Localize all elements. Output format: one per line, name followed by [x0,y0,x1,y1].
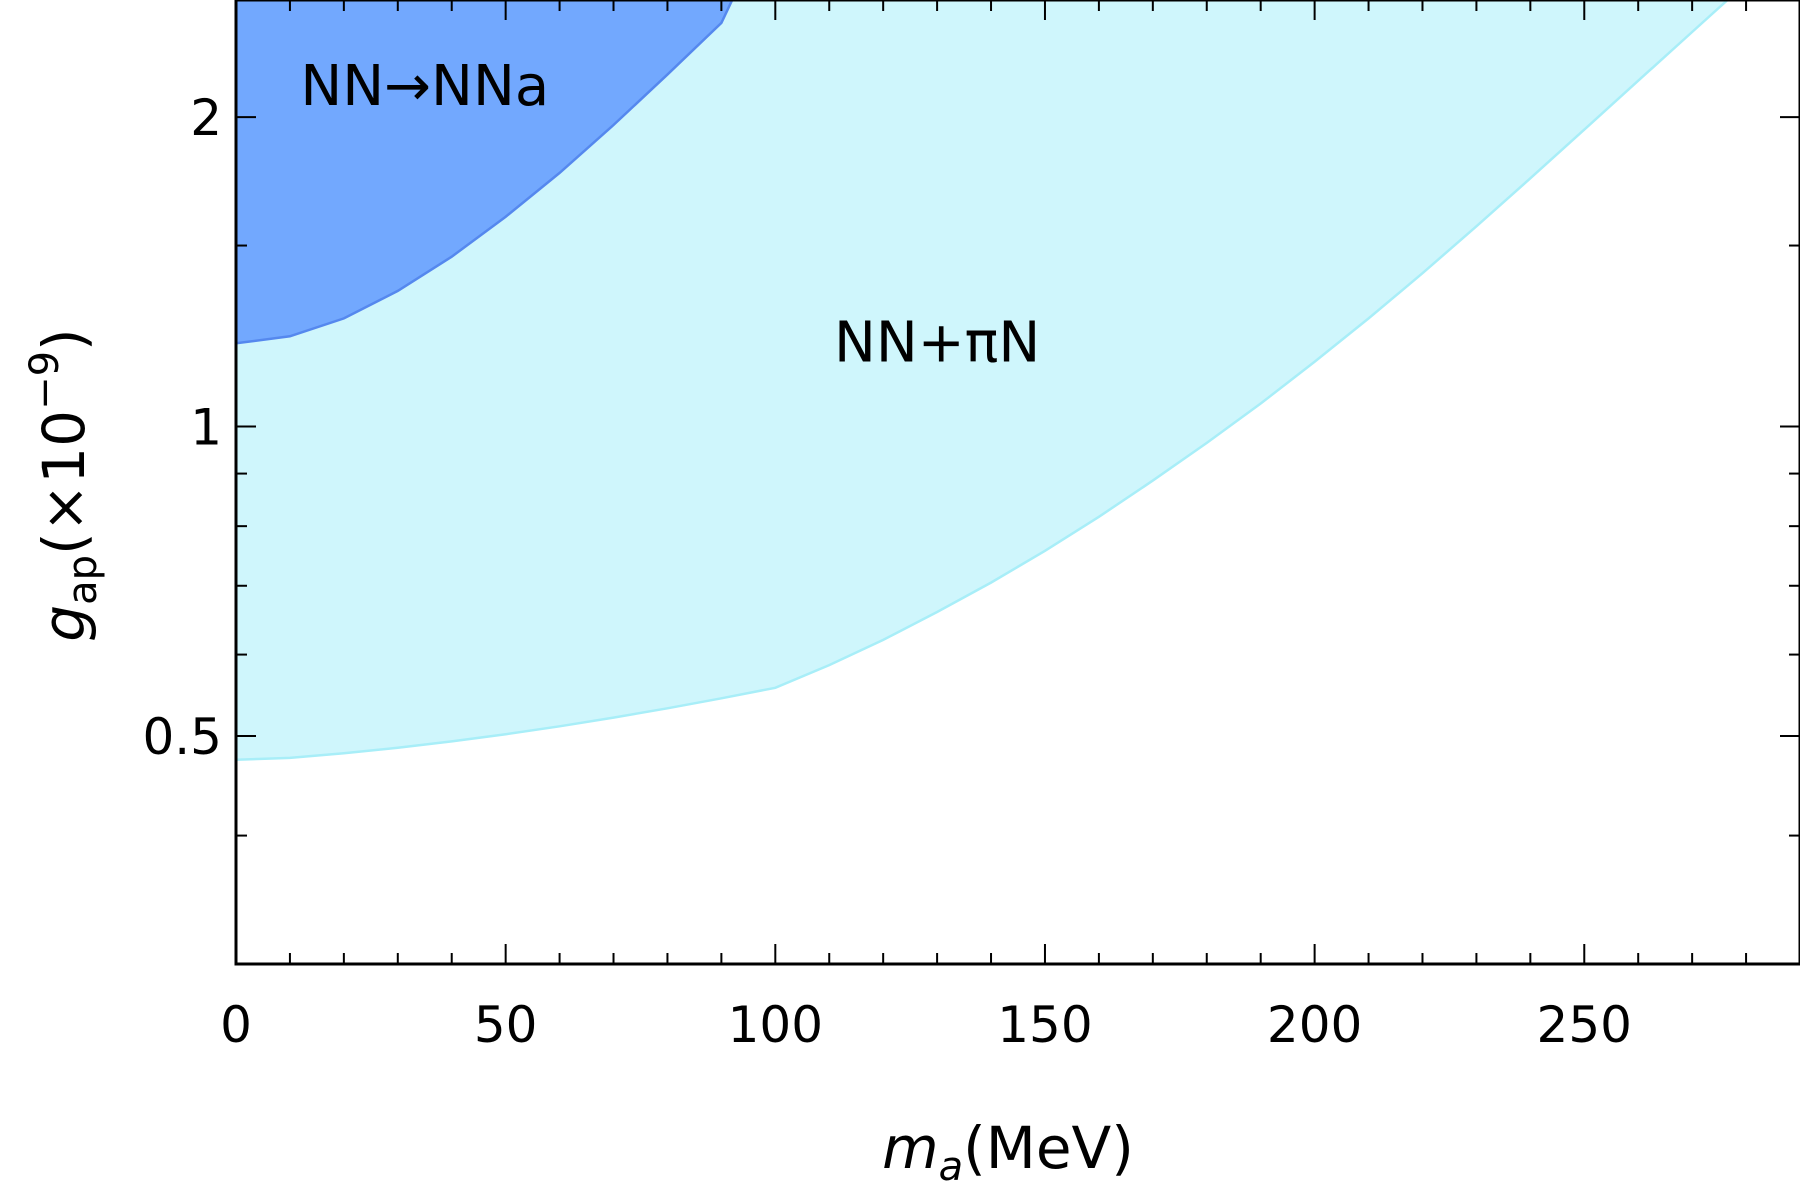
x-axis-label-var: m [882,1114,939,1182]
x-tick-label: 100 [728,996,823,1054]
x-tick-label: 200 [1267,996,1362,1054]
region-boundary-nn-pin [236,0,1730,762]
y-axis-label: gap(×10−9) [22,328,106,641]
plot-frame [234,0,1800,966]
region-label-nn-nna: NN→NNa [300,54,549,119]
y-axis-label-var: g [30,605,98,642]
region-nn-nna [236,0,733,344]
x-axis-label-sub: a [939,1144,964,1190]
x-tick-label: 250 [1537,996,1632,1054]
plot-area: 0 50 100 150 200 250 0.5 1 2 NN→NNa NN+πN [142,0,1800,1054]
y-tick-label: 2 [190,89,222,147]
x-axis-label-unit: (MeV) [963,1114,1134,1182]
x-tick-label: 50 [474,996,538,1054]
y-axis-label-sub: ap [60,555,106,605]
y-axis-label-unit-post: ) [30,328,98,351]
x-tick-label: 0 [220,996,252,1054]
x-tick-label: 150 [997,996,1092,1054]
region-label-nn-pin: NN+πN [834,310,1040,375]
y-axis-label-unit-exp: −9 [22,351,68,410]
y-tick-label: 1 [190,399,222,457]
region-boundary-nn-nna [236,0,734,345]
y-axis-label-unit-pre: (×10 [30,410,98,555]
y-tick-label: 0.5 [142,708,222,766]
x-axis-label: ma(MeV) [882,1114,1134,1190]
region-nn-pin [236,0,1728,760]
